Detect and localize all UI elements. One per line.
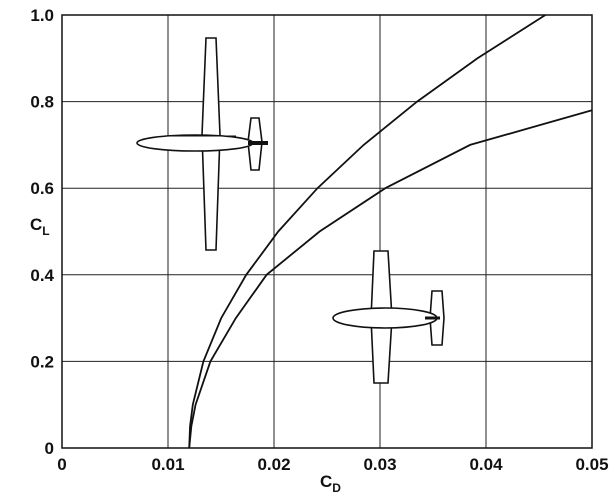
- y-tick-label: 0.2: [30, 352, 54, 371]
- plot-frame: [61, 14, 593, 449]
- airplane-low-aspect: [332, 250, 445, 384]
- x-tick-label: 0.04: [469, 455, 503, 474]
- y-axis-label: CL: [30, 215, 50, 238]
- y-tick-label: 0: [45, 439, 54, 458]
- x-tick-label: 0.02: [257, 455, 290, 474]
- polar-curve: [188, 109, 593, 449]
- y-tick-label: 1.0: [30, 6, 54, 25]
- x-tick-label: 0.05: [575, 455, 608, 474]
- y-tick-label: 0.8: [30, 93, 54, 112]
- polar-curve: [188, 14, 546, 449]
- x-tick-label: 0.01: [151, 455, 184, 474]
- y-tick-label: 0.6: [30, 179, 54, 198]
- x-tick-label: 0: [57, 455, 66, 474]
- airplane-high-aspect: [136, 37, 268, 251]
- x-axis-label: CD: [320, 472, 341, 495]
- x-tick-label: 0.03: [363, 455, 396, 474]
- y-tick-label: 0.4: [30, 266, 54, 285]
